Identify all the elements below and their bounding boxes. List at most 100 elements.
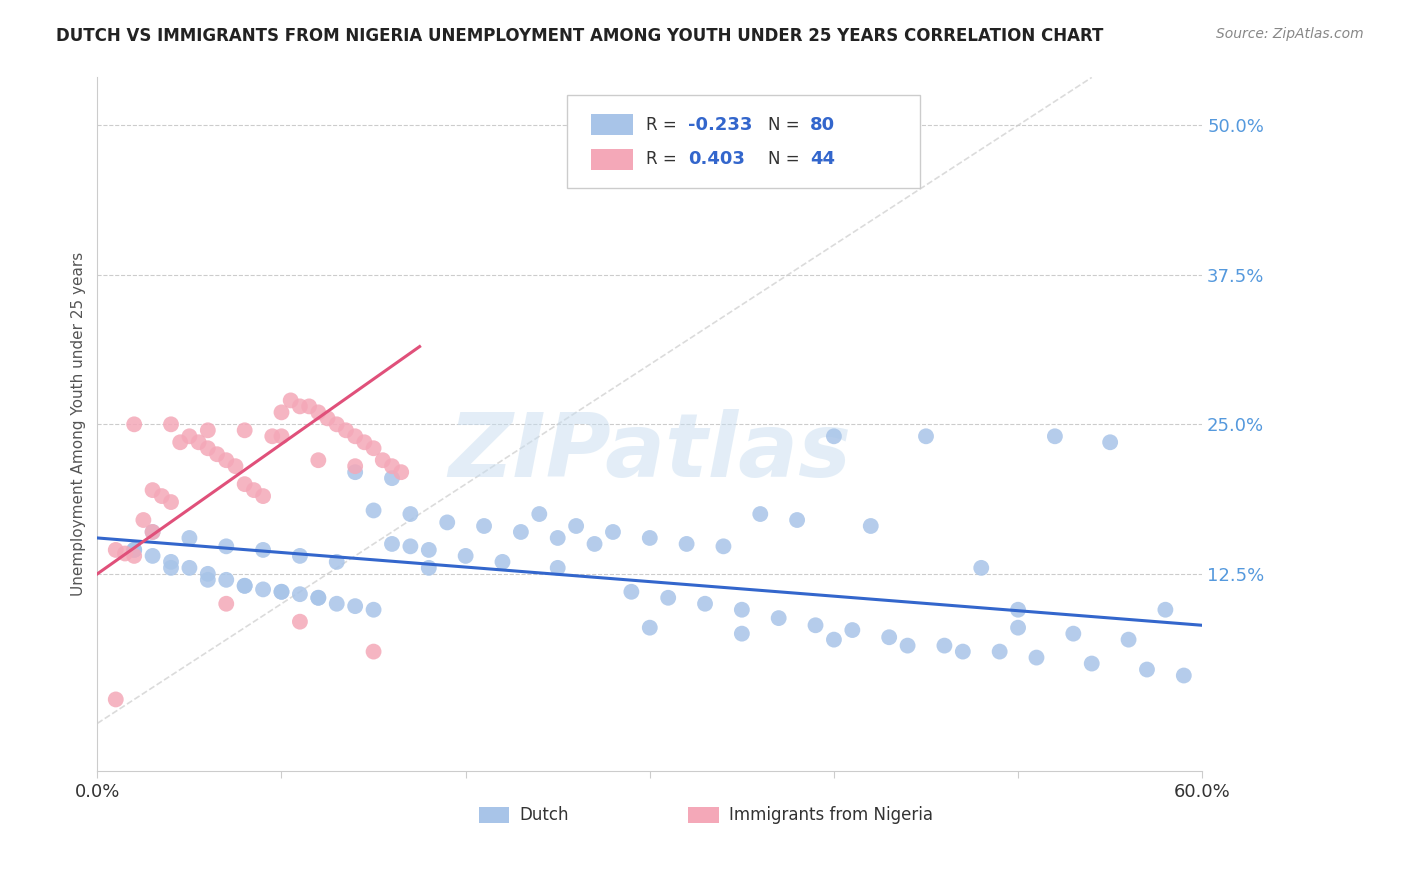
Point [160,495,183,509]
FancyBboxPatch shape [567,95,921,188]
Point [363,503,385,517]
Point [399,539,422,553]
Point [142,524,165,539]
Point [381,459,404,474]
Y-axis label: Unemployment Among Youth under 25 years: Unemployment Among Youth under 25 years [72,252,86,597]
Point [454,549,477,563]
Point [243,483,266,497]
Text: Immigrants from Nigeria: Immigrants from Nigeria [730,805,934,824]
Point [307,453,329,467]
Point [114,547,136,561]
Point [823,632,845,647]
Point [179,531,201,545]
Point [1025,650,1047,665]
Point [233,477,256,491]
Point [288,400,311,414]
Text: DUTCH VS IMMIGRANTS FROM NIGERIA UNEMPLOYMENT AMONG YOUTH UNDER 25 YEARS CORRELA: DUTCH VS IMMIGRANTS FROM NIGERIA UNEMPLO… [56,27,1104,45]
Point [132,513,155,527]
Point [657,591,679,605]
Point [934,639,956,653]
FancyBboxPatch shape [478,807,509,822]
Point [731,626,754,640]
Point [307,405,329,419]
Point [509,524,531,539]
Point [1043,429,1066,443]
Point [326,597,349,611]
Point [187,435,209,450]
Point [215,597,238,611]
Text: -0.233: -0.233 [689,116,752,134]
Point [288,549,311,563]
Point [371,453,394,467]
Point [122,543,145,558]
Point [859,519,882,533]
Point [270,405,292,419]
Point [363,603,385,617]
Point [252,489,274,503]
Point [693,597,716,611]
Text: R =: R = [647,151,682,169]
Point [270,584,292,599]
Point [565,519,588,533]
Point [344,459,367,474]
Point [1154,603,1177,617]
Text: R =: R = [647,116,682,134]
Point [583,537,606,551]
Point [768,611,790,625]
Point [823,429,845,443]
Point [142,524,165,539]
Text: 80: 80 [810,116,835,134]
Point [215,453,238,467]
Point [915,429,938,443]
Text: ZIPatlas: ZIPatlas [449,409,851,496]
FancyBboxPatch shape [592,114,633,135]
Point [804,618,827,632]
Point [233,579,256,593]
Point [160,417,183,432]
Point [1118,632,1140,647]
Text: 0.403: 0.403 [689,151,745,169]
Point [288,615,311,629]
Point [288,587,311,601]
Point [353,435,375,450]
Point [233,423,256,437]
Point [897,639,920,653]
Point [1173,668,1195,682]
Point [197,573,219,587]
Point [160,561,183,575]
Point [122,549,145,563]
Point [142,549,165,563]
Point [169,435,191,450]
Point [841,623,863,637]
Point [638,531,661,545]
Point [436,516,458,530]
Point [344,429,367,443]
Point [877,630,900,644]
Point [988,644,1011,658]
Point [363,442,385,456]
Point [675,537,697,551]
Point [952,644,974,658]
Point [381,471,404,485]
Point [1062,626,1084,640]
Point [197,423,219,437]
Point [638,621,661,635]
Point [205,447,228,461]
FancyBboxPatch shape [689,807,720,822]
Point [381,537,404,551]
Point [252,543,274,558]
Point [224,459,246,474]
Point [326,555,349,569]
FancyBboxPatch shape [592,149,633,169]
Point [270,429,292,443]
Point [215,539,238,553]
Point [160,555,183,569]
Point [280,393,302,408]
Point [602,524,624,539]
Point [150,489,173,503]
Point [197,442,219,456]
Point [547,561,569,575]
Point [399,507,422,521]
Point [1099,435,1122,450]
Text: 44: 44 [810,151,835,169]
